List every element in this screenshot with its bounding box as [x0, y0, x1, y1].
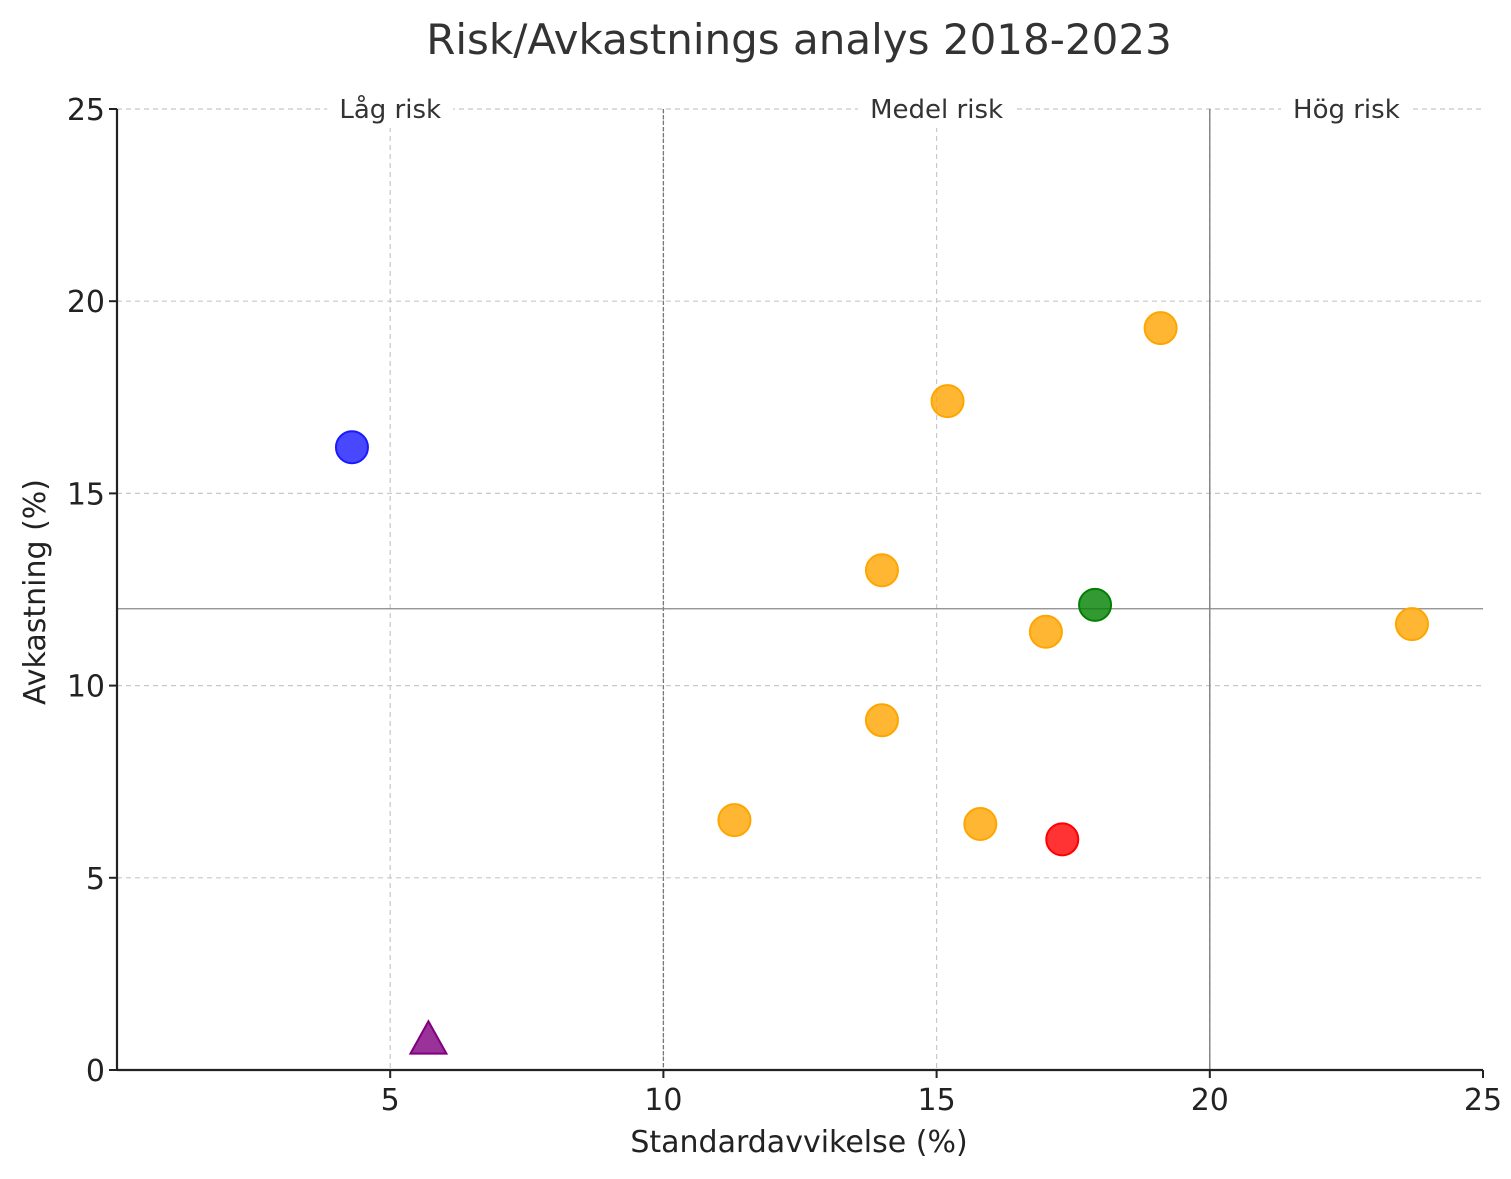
- zone-label: Medel risk: [870, 95, 1003, 125]
- y-tick-label: 15: [67, 477, 105, 512]
- tick-labels: 5 10 15 20 25 0 5 10 15 20 25: [67, 93, 1502, 1118]
- data-points: [334, 311, 1429, 1055]
- data-point: [1394, 607, 1429, 642]
- y-tick-label: 10: [67, 670, 105, 705]
- x-tick-label: 5: [381, 1083, 400, 1118]
- data-point: [1078, 587, 1113, 622]
- grid-lines: [117, 108, 1483, 1070]
- chart-title: Risk/Avkastnings analys 2018-2023: [426, 15, 1172, 64]
- y-tick-label: 20: [67, 285, 105, 320]
- data-point: [334, 430, 369, 465]
- data-point: [717, 803, 752, 838]
- y-tick-label: 25: [67, 93, 105, 128]
- axes: [115, 109, 1483, 1072]
- data-point-triangle: [408, 1019, 449, 1055]
- y-tick-label: 5: [86, 862, 105, 897]
- zone-label-background: [327, 91, 454, 128]
- zone-label: Låg risk: [339, 94, 441, 125]
- x-axis-label: Standardavvikelse (%): [630, 1125, 967, 1160]
- y-axis-label: Avkastning (%): [18, 479, 53, 705]
- zone-label-background: [1281, 92, 1412, 128]
- y-tick-label: 0: [86, 1054, 105, 1089]
- x-tick-label: 15: [918, 1083, 956, 1118]
- data-point: [864, 703, 899, 738]
- data-point: [864, 553, 899, 588]
- data-point: [1045, 822, 1080, 857]
- zone-label-background: [858, 92, 1016, 128]
- data-point: [1143, 311, 1178, 346]
- zone-labels: Låg risk Medel risk Hög risk: [327, 91, 1412, 128]
- x-tick-label: 20: [1191, 1083, 1229, 1118]
- zone-label: Hög risk: [1293, 95, 1400, 125]
- x-tick-label: 25: [1464, 1083, 1502, 1118]
- data-point: [930, 384, 965, 419]
- x-tick-label: 10: [644, 1083, 682, 1118]
- data-point: [1028, 614, 1063, 649]
- data-point: [963, 806, 998, 841]
- reference-lines: [117, 109, 1483, 1070]
